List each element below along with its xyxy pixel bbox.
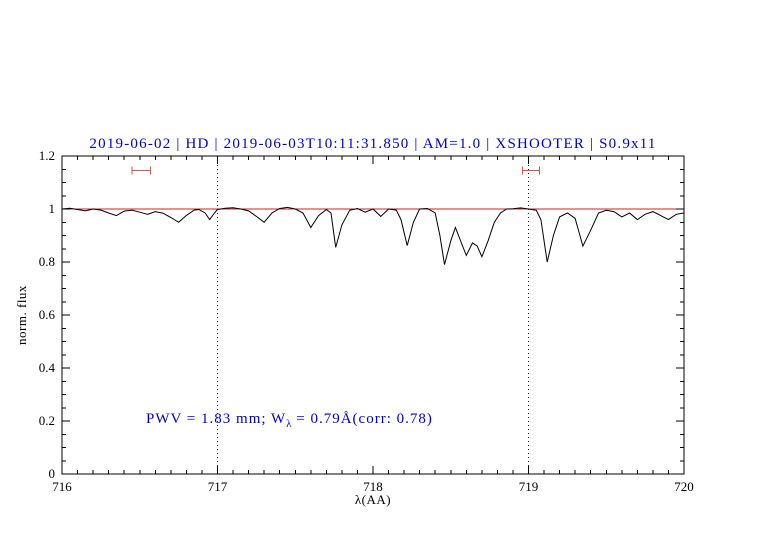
x-axis-label: λ(AA): [354, 492, 392, 507]
spectrum-line: [61, 206, 685, 265]
x-tick-label: 718: [363, 479, 383, 494]
y-tick-label: 1.2: [39, 148, 55, 163]
pwv-annotation-lambda-subscript: λ: [286, 418, 292, 430]
x-tick-label: 716: [52, 479, 72, 494]
pwv-annotation: PWV = 1.83 mm; Wλ = 0.79Å(corr: 0.78): [146, 411, 433, 430]
x-tick-label: 717: [208, 479, 228, 494]
y-tick-label: 1: [49, 201, 56, 216]
y-tick-label: 0.2: [39, 413, 55, 428]
x-tick-label: 720: [674, 479, 694, 494]
pwv-annotation-suffix: = 0.79Å(corr: 0.78): [291, 411, 433, 427]
y-tick-label: 0: [49, 466, 56, 481]
x-tick-label: 719: [519, 479, 539, 494]
y-tick-label: 0.8: [39, 254, 55, 269]
y-tick-label: 0.4: [39, 360, 56, 375]
y-axis-label: norm. flux: [14, 285, 29, 345]
pwv-annotation-prefix: PWV = 1.83 mm; W: [146, 411, 287, 427]
plot-title: 2019-06-02 | HD | 2019-06-03T10:11:31.85…: [89, 136, 657, 152]
y-tick-label: 0.6: [39, 307, 56, 322]
